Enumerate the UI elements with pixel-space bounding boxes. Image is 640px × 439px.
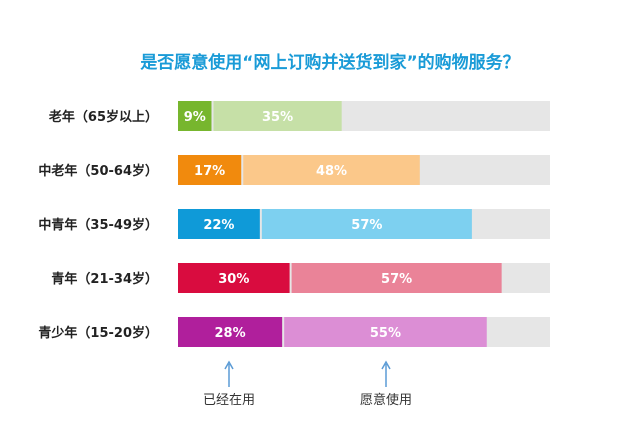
arrow-icon [381,360,391,387]
annotation-willing: 愿意使用 [360,392,412,408]
bar-row: 中老年（50-64岁） 17% 48% [38,155,550,185]
bar-used [178,263,290,293]
data-label-used: 17% [194,164,225,179]
category-label: 中老年（50-64岁） [38,163,158,179]
category-label: 老年（65岁以上） [48,109,158,125]
data-label-willing: 48% [316,164,347,179]
data-label-used: 9% [184,110,206,125]
bar-used [178,155,242,185]
data-label-willing: 35% [262,110,293,125]
bar-used [178,209,260,239]
bar-used [178,101,212,131]
bar-row: 中青年（35-49岁） 22% 57% [38,209,550,239]
bar-willing [284,317,487,347]
annotations: 已经在用 愿意使用 [203,360,412,408]
arrow-head [381,360,391,370]
bar-row: 青少年（15-20岁） 28% 55% [38,317,550,347]
category-label: 青少年（15-20岁） [38,325,158,341]
chart-title: 是否愿意使用“网上订购并送货到家”的购物服务？ [140,52,519,73]
data-label-willing: 57% [381,272,412,287]
bar-willing [213,101,342,131]
bar-row: 青年（21-34岁） 30% 57% [51,263,550,293]
bar-willing [261,209,472,239]
bar-row: 老年（65岁以上） 9% 35% [48,101,550,131]
category-label: 青年（21-34岁） [51,271,158,287]
annotation-used: 已经在用 [203,393,255,408]
data-label-used: 22% [203,218,234,233]
arrow-icon [224,360,234,387]
data-label-willing: 55% [370,326,401,341]
data-label-willing: 57% [351,218,382,233]
arrow-head [224,360,234,370]
data-label-used: 30% [218,272,249,287]
data-label-used: 28% [215,326,246,341]
bar-willing [291,263,502,293]
bar-used [178,317,283,347]
category-label: 中青年（35-49岁） [38,217,158,233]
bar-willing [243,155,420,185]
bar-rows: 老年（65岁以上） 9% 35% 中老年（50-64岁） 17% 48% 中青年（35-49… [38,101,550,347]
